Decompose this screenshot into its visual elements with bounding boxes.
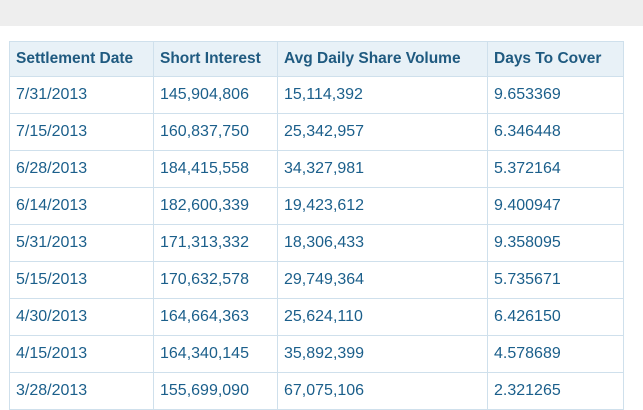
cell-avg-daily-share-volume: 15,114,392 — [277, 76, 488, 114]
cell-short-interest: 155,699,090 — [153, 372, 278, 410]
table-row: 6/28/2013 184,415,558 34,327,981 5.37216… — [9, 150, 624, 188]
short-interest-table: Settlement Date Short Interest Avg Daily… — [9, 41, 624, 410]
cell-settlement-date: 5/31/2013 — [9, 224, 154, 262]
header-settlement-date: Settlement Date — [9, 41, 154, 77]
cell-short-interest: 170,632,578 — [153, 261, 278, 299]
cell-avg-daily-share-volume: 34,327,981 — [277, 150, 488, 188]
cell-days-to-cover: 4.578689 — [487, 335, 624, 373]
cell-days-to-cover: 9.653369 — [487, 76, 624, 114]
table-row: 4/15/2013 164,340,145 35,892,399 4.57868… — [9, 335, 624, 373]
cell-settlement-date: 4/30/2013 — [9, 298, 154, 336]
cell-days-to-cover: 9.400947 — [487, 187, 624, 225]
cell-days-to-cover: 6.346448 — [487, 113, 624, 151]
cell-short-interest: 171,313,332 — [153, 224, 278, 262]
cell-days-to-cover: 5.372164 — [487, 150, 624, 188]
cell-settlement-date: 6/14/2013 — [9, 187, 154, 225]
cell-avg-daily-share-volume: 25,624,110 — [277, 298, 488, 336]
table-row: 7/31/2013 145,904,806 15,114,392 9.65336… — [9, 76, 624, 114]
table-row: 7/15/2013 160,837,750 25,342,957 6.34644… — [9, 113, 624, 151]
cell-avg-daily-share-volume: 67,075,106 — [277, 372, 488, 410]
cell-short-interest: 182,600,339 — [153, 187, 278, 225]
cell-avg-daily-share-volume: 29,749,364 — [277, 261, 488, 299]
cell-avg-daily-share-volume: 18,306,433 — [277, 224, 488, 262]
cell-avg-daily-share-volume: 35,892,399 — [277, 335, 488, 373]
table-row: 5/15/2013 170,632,578 29,749,364 5.73567… — [9, 261, 624, 299]
table-header-row: Settlement Date Short Interest Avg Daily… — [9, 41, 624, 77]
cell-short-interest: 160,837,750 — [153, 113, 278, 151]
cell-settlement-date: 5/15/2013 — [9, 261, 154, 299]
cell-days-to-cover: 2.321265 — [487, 372, 624, 410]
table-row: 4/30/2013 164,664,363 25,624,110 6.42615… — [9, 298, 624, 336]
cell-avg-daily-share-volume: 19,423,612 — [277, 187, 488, 225]
cell-short-interest: 164,664,363 — [153, 298, 278, 336]
cell-settlement-date: 4/15/2013 — [9, 335, 154, 373]
table-row: 5/31/2013 171,313,332 18,306,433 9.35809… — [9, 224, 624, 262]
short-interest-table-container: Settlement Date Short Interest Avg Daily… — [9, 41, 624, 410]
cell-settlement-date: 6/28/2013 — [9, 150, 154, 188]
cell-avg-daily-share-volume: 25,342,957 — [277, 113, 488, 151]
cell-days-to-cover: 9.358095 — [487, 224, 624, 262]
header-short-interest: Short Interest — [153, 41, 278, 77]
cell-short-interest: 145,904,806 — [153, 76, 278, 114]
header-days-to-cover: Days To Cover — [487, 41, 624, 77]
table-row: 6/14/2013 182,600,339 19,423,612 9.40094… — [9, 187, 624, 225]
cell-days-to-cover: 6.426150 — [487, 298, 624, 336]
top-bar — [0, 0, 643, 26]
cell-short-interest: 184,415,558 — [153, 150, 278, 188]
cell-short-interest: 164,340,145 — [153, 335, 278, 373]
cell-days-to-cover: 5.735671 — [487, 261, 624, 299]
table-row: 3/28/2013 155,699,090 67,075,106 2.32126… — [9, 372, 624, 410]
cell-settlement-date: 3/28/2013 — [9, 372, 154, 410]
cell-settlement-date: 7/15/2013 — [9, 113, 154, 151]
header-avg-daily-share-volume: Avg Daily Share Volume — [277, 41, 488, 77]
cell-settlement-date: 7/31/2013 — [9, 76, 154, 114]
